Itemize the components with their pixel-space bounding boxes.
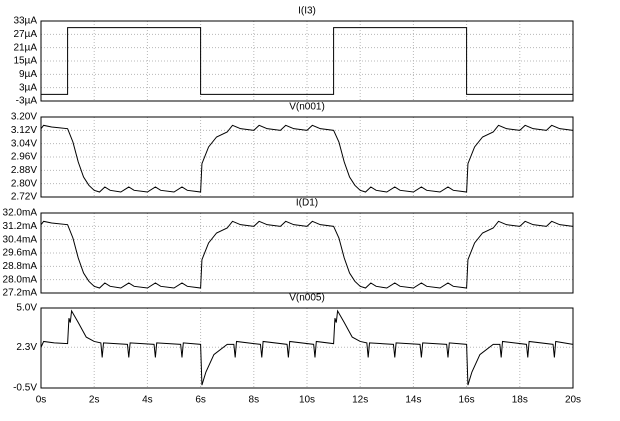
x-tick-label: 12s: [352, 395, 368, 406]
y-tick-label: 31.2mA: [3, 221, 38, 232]
y-tick-label: 2.88V: [11, 165, 37, 176]
y-tick-label: 3µA: [19, 82, 37, 93]
x-tick-label: 8s: [249, 395, 260, 406]
y-tick-label: 29.6mA: [3, 248, 38, 259]
y-tick-label: 2.80V: [11, 178, 37, 189]
y-tick-label: -0.5V: [13, 383, 37, 394]
y-tick-label: 15µA: [13, 56, 37, 67]
x-tick-label: 6s: [195, 395, 206, 406]
plot-frame: [40, 307, 574, 389]
y-tick-label: 33µA: [13, 16, 37, 27]
y-tick-label: 27.2mA: [3, 288, 38, 299]
trace: [40, 124, 574, 193]
pane-title: I(D1): [296, 198, 318, 209]
y-tick-label: 9µA: [19, 69, 37, 80]
y-tick-label: 21µA: [13, 42, 37, 53]
x-tick-label: 4s: [142, 395, 153, 406]
y-tick-label: -3µA: [16, 96, 38, 107]
trace: [40, 309, 574, 386]
x-tick-label: 0s: [36, 395, 47, 406]
y-tick-label: 27µA: [13, 29, 37, 40]
y-tick-label: 2.96V: [11, 152, 37, 163]
trace: [40, 220, 574, 289]
y-tick-label: 3.20V: [11, 112, 37, 123]
x-tick-label: 14s: [405, 395, 421, 406]
y-tick-label: 3.04V: [11, 138, 37, 149]
y-tick-label: 28.0mA: [3, 274, 38, 285]
x-tick-label: 16s: [459, 395, 475, 406]
pane-title: V(n001): [289, 102, 325, 113]
y-tick-label: 2.3V: [16, 342, 37, 353]
plot-frame: [40, 20, 574, 102]
y-tick-label: 5.0V: [16, 303, 37, 314]
plot-frame: [40, 212, 574, 294]
x-tick-label: 10s: [299, 395, 315, 406]
x-tick-label: 2s: [89, 395, 100, 406]
pane-title: V(n005): [289, 293, 325, 304]
y-tick-label: 3.12V: [11, 125, 37, 136]
y-tick-label: 28.8mA: [3, 261, 38, 272]
y-tick-label: 2.72V: [11, 192, 37, 203]
trace: [41, 27, 573, 95]
y-tick-label: 32.0mA: [3, 208, 38, 219]
x-tick-label: 20s: [565, 395, 581, 406]
plot-frame: [40, 116, 574, 198]
y-tick-label: 30.4mA: [3, 234, 38, 245]
pane-title: I(I3): [298, 6, 316, 17]
x-tick-label: 18s: [512, 395, 528, 406]
